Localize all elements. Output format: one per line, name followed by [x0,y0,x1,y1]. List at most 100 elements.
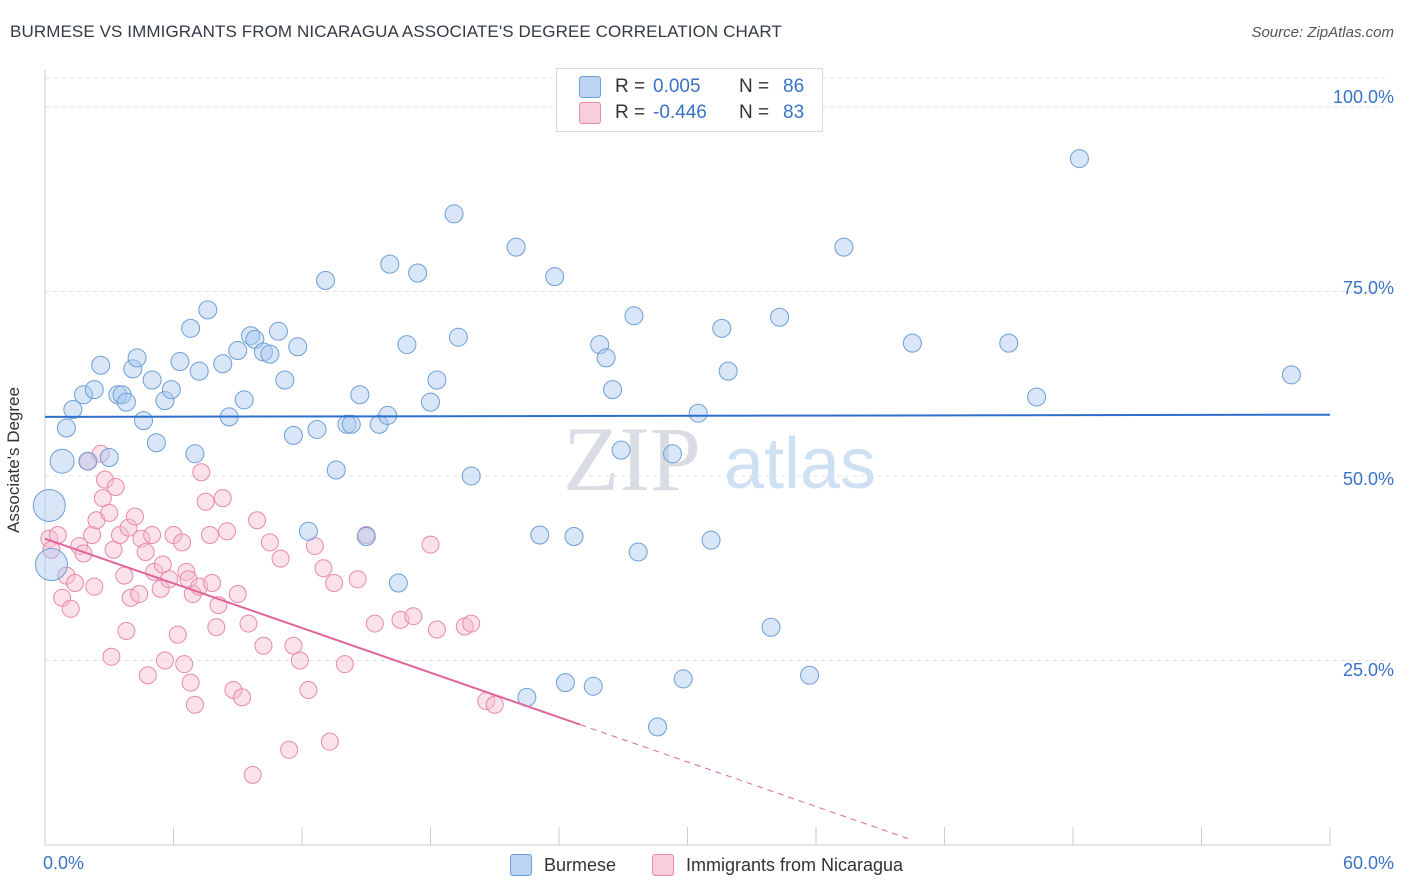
point-burmese [397,335,417,355]
point-burmese [134,411,154,431]
y-tick-label: 50.0% [1342,469,1394,489]
point-nicaragua [65,573,84,592]
point-nicaragua [85,577,104,596]
r-value: -0.446 [653,102,707,123]
point-nicaragua [233,688,252,707]
point-burmese [718,361,738,381]
point-burmese [834,237,854,257]
point-burmese [189,361,209,381]
point-nicaragua [203,573,222,592]
point-burmese [427,370,447,390]
point-nicaragua [83,526,102,544]
point-burmese [185,444,205,464]
point-nicaragua [280,740,299,759]
point-nicaragua [132,529,151,548]
point-burmese [142,370,162,390]
point-burmese [448,327,468,347]
point-nicaragua [106,478,125,497]
point-burmese [408,263,428,283]
trend-line-nicaragua [44,537,581,726]
trend-line-burmese [44,413,1331,418]
point-nicaragua [115,566,134,585]
point-burmese [260,344,280,364]
point-nicaragua [143,526,162,544]
point-nicaragua [200,526,219,544]
point-burmese [350,385,370,405]
point-nicaragua [121,588,140,607]
point-nicaragua [260,533,279,552]
point-nicaragua [61,599,80,618]
point-burmese [275,370,295,390]
point-nicaragua [314,559,333,578]
point-burmese [99,448,119,467]
point-burmese [116,392,136,412]
point-nicaragua [421,535,440,554]
point-nicaragua [102,647,121,666]
watermark-zip: ZIP [563,408,701,510]
point-burmese [170,352,190,372]
axes [44,70,1331,846]
point-burmese [268,321,288,341]
r-label: R = [615,102,646,123]
point-burmese [688,403,708,423]
point-nicaragua [299,681,318,699]
point-nicaragua [40,529,59,548]
point-burmese [213,354,233,374]
point-burmese [421,392,440,412]
point-nicaragua [136,542,155,561]
point-burmese [181,318,201,338]
legend-label-nicaragua: Immigrants from Nicaragua [686,854,904,875]
legend-label-burmese: Burmese [544,854,617,875]
point-burmese [663,444,683,464]
point-nicaragua [183,585,202,604]
legend-swatch-nicaragua [652,854,674,876]
series-nicaragua-points [40,444,504,784]
trend-line-nicaragua-extension [580,724,913,841]
point-burmese [288,337,308,357]
r-value: 0.005 [653,76,701,97]
x-tick-label-max: 60.0% [1342,853,1394,873]
point-burmese [628,542,648,562]
stats-legend: R = 0.005 N = 86 R = -0.446 N = 83 [556,68,823,132]
point-burmese [307,419,327,439]
point-burmese [770,307,790,327]
point-nicaragua [181,673,200,692]
point-nicaragua [155,651,174,670]
legend-swatch-nicaragua [579,102,601,124]
point-burmese [356,526,376,546]
point-nicaragua [254,636,273,655]
point-burmese [583,676,603,696]
point-nicaragua [207,618,226,637]
point-burmese [999,333,1019,353]
point-burmese [32,488,66,522]
point-burmese [34,548,68,582]
point-nicaragua [228,585,247,604]
n-value: 86 [783,76,805,97]
point-nicaragua [365,614,384,633]
point-nicaragua [325,573,344,592]
n-label: N = [739,76,770,97]
point-burmese [673,669,693,689]
point-burmese [388,573,408,593]
point-burmese [198,300,218,320]
point-burmese [712,318,732,338]
point-burmese [506,237,526,257]
point-burmese [761,617,781,637]
source-label: Source: ZipAtlas.com [1251,24,1394,41]
point-nicaragua [320,732,339,751]
point-burmese [902,333,922,353]
point-burmese [146,433,166,453]
r-label: R = [615,76,646,97]
point-burmese [555,673,575,693]
point-burmese [603,380,623,400]
y-tick-label: 75.0% [1342,278,1394,298]
point-burmese [1027,387,1047,407]
point-nicaragua [185,695,204,714]
point-nicaragua [218,522,237,541]
point-nicaragua [243,765,262,784]
point-burmese [1069,149,1089,169]
point-nicaragua [485,695,504,714]
point-nicaragua [168,625,187,644]
point-burmese [564,526,584,546]
